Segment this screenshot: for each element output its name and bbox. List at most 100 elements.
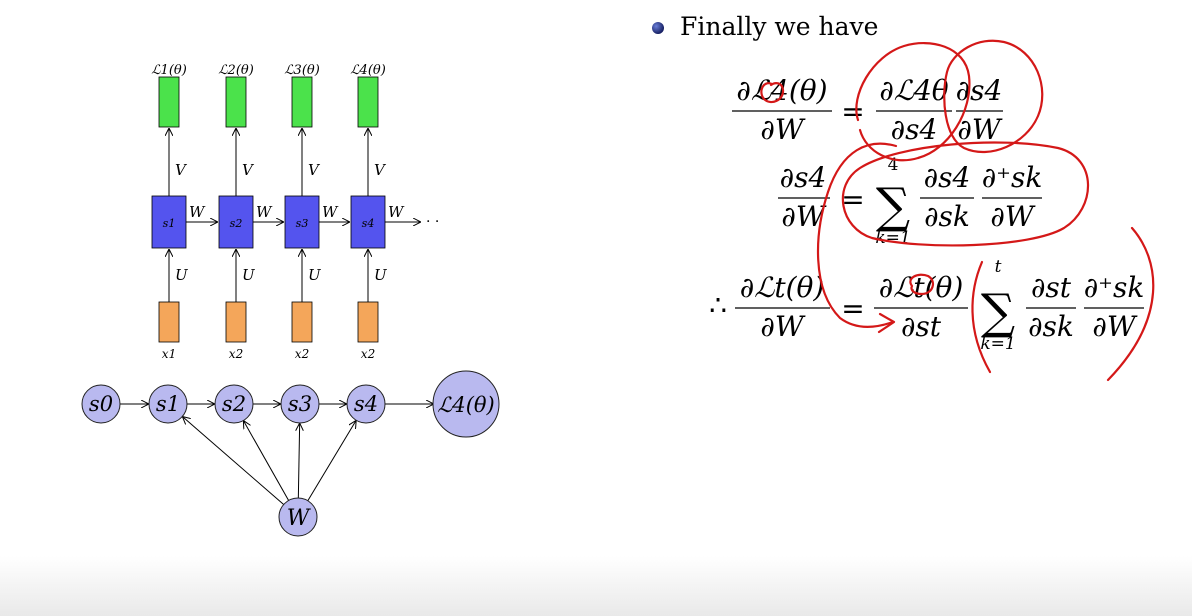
input-box-2 — [225, 301, 247, 343]
ink-curve-to-st — [816, 142, 898, 328]
eq3-factor2-numerator: ∂st — [1031, 271, 1072, 304]
recurrent-weight-label-3: W — [322, 203, 339, 221]
eq1-equals: = — [841, 95, 864, 128]
eq3-sum-sign: ∑ — [981, 284, 1015, 340]
eq2-factor2-numerator: ∂⁺sk — [982, 161, 1043, 194]
state-box-3 — [284, 195, 320, 249]
input-weight-label-3: U — [308, 266, 322, 284]
ink-circle-upper-right — [943, 39, 1044, 154]
eq2-factor2-denominator: ∂W — [990, 200, 1035, 233]
eq2-lhs-numerator: ∂s4 — [780, 161, 827, 194]
eq2-sum-upper: 4 — [888, 155, 899, 175]
output-weight-label-3: V — [308, 161, 321, 179]
equation-2: ∂s4 ∂W = 4 ∑ k=1 ∂s4 ∂sk ∂⁺sk ∂W — [778, 155, 1042, 248]
eq1-lhs-denominator: ∂W — [760, 113, 805, 146]
graph-node-label-s2: s2 — [222, 392, 246, 416]
eq2-factor1-numerator: ∂s4 — [924, 161, 971, 194]
dependency-graph: s0 s1 s2 s3 s4 ℒ4(θ) W — [81, 370, 500, 537]
eq3-sum-upper: t — [995, 257, 1002, 277]
graph-node-s1 — [148, 384, 188, 424]
input-box-1 — [158, 301, 180, 343]
eq3-factor1-numerator: ∂ℒt(θ) — [879, 271, 964, 304]
recurrent-weight-label-1: W — [189, 203, 206, 221]
ink-circle-upper-left — [855, 42, 971, 162]
eq2-sum-lower: k=1 — [875, 228, 910, 248]
loss-box-3 — [291, 76, 313, 128]
eq3-lhs-denominator: ∂W — [760, 310, 805, 343]
graph-node-s3 — [280, 384, 320, 424]
ink-circle-loss-t — [909, 273, 935, 296]
state-label-3: s3 — [296, 217, 309, 230]
graph-weight-node — [278, 497, 318, 537]
recurrent-weight-label-2: W — [256, 203, 273, 221]
graph-node-s4 — [346, 384, 386, 424]
eq2-factor1-denominator: ∂sk — [924, 200, 970, 233]
state-box-4 — [350, 195, 386, 249]
equation-3: ∴ ∂ℒt(θ) ∂W = ∂ℒt(θ) ∂st t ∑ k=1 ∂st ∂sk… — [709, 257, 1144, 354]
graph-weight-label: W — [287, 506, 312, 531]
eq3-sum-lower: k=1 — [980, 334, 1015, 354]
state-box-2 — [218, 195, 254, 249]
continuation-dots: · · — [426, 214, 439, 230]
loss-label-1: ℒ1(θ) — [151, 63, 187, 78]
eq3-factor3-numerator: ∂⁺sk — [1084, 271, 1145, 304]
graph-node-label-s3: s3 — [288, 392, 312, 416]
input-weight-label-1: U — [175, 266, 189, 284]
input-label-4: x2 — [361, 347, 375, 361]
eq3-factor2-denominator: ∂sk — [1028, 310, 1074, 343]
eq3-factor1-denominator: ∂st — [901, 310, 942, 343]
ink-circle-loss-subscript — [760, 82, 785, 104]
state-label-1: s1 — [163, 217, 176, 230]
loss-label-2: ℒ2(θ) — [218, 63, 254, 78]
ink-bracket-left — [971, 260, 992, 374]
input-weight-label-4: U — [374, 266, 388, 284]
loss-box-2 — [225, 76, 247, 128]
eq2-sum-sign: ∑ — [876, 178, 910, 234]
eq2-equals: = — [841, 183, 864, 216]
video-bottom-bar — [0, 556, 1192, 616]
weight-edge-3 — [298, 424, 299, 499]
weight-edge-1 — [183, 417, 284, 505]
eq1-factor2-denominator: ∂W — [957, 113, 1002, 146]
eq3-equals: = — [841, 292, 864, 325]
graph-loss-label: ℒ4(θ) — [437, 393, 495, 417]
ink-arrow-head — [877, 312, 896, 334]
loss-label-3: ℒ3(θ) — [284, 63, 320, 78]
input-box-3 — [291, 301, 313, 343]
eq3-factor3-denominator: ∂W — [1092, 310, 1137, 343]
eq1-factor2-numerator: ∂s4 — [956, 74, 1003, 107]
loss-box-1 — [158, 76, 180, 128]
handwritten-annotations — [760, 39, 1155, 382]
bullet-icon — [652, 22, 664, 34]
output-weight-label-1: V — [175, 161, 188, 179]
graph-node-label-s4: s4 — [354, 392, 378, 416]
graph-node-s2 — [214, 384, 254, 424]
graph-loss-node — [432, 370, 500, 438]
weight-edge-2 — [244, 421, 290, 501]
eq1-factor1-numerator: ∂ℒ4θ — [879, 74, 948, 107]
equation-1: ∂ℒ4(θ) ∂W = ∂ℒ4θ ∂s4 ∂s4 ∂W — [732, 74, 1003, 146]
eq3-therefore: ∴ — [709, 289, 727, 322]
ink-ellipse-summation — [841, 141, 1090, 247]
weight-edge-4 — [307, 421, 356, 501]
ink-bracket-right — [1106, 226, 1155, 382]
input-weight-label-2: U — [242, 266, 256, 284]
input-box-4 — [357, 301, 379, 343]
eq1-factor1-denominator: ∂s4 — [891, 113, 938, 146]
loss-label-4: ℒ4(θ) — [350, 63, 386, 78]
bullet-point: Finally we have — [652, 12, 878, 41]
loss-box-4 — [357, 76, 379, 128]
state-label-2: s2 — [230, 217, 243, 230]
graph-node-label-s1: s1 — [156, 392, 180, 416]
output-weight-label-4: V — [374, 161, 387, 179]
unrolled-rnn-diagram: ℒ1(θ) Vs1 Ux1 W ℒ2(θ) Vs2 Ux2 W ℒ3(θ) Vs3 Ux2 W ℒ4(θ… — [151, 63, 439, 361]
bullet-text: Finally we have — [680, 12, 878, 41]
input-label-2: x2 — [229, 347, 243, 361]
input-label-3: x2 — [295, 347, 309, 361]
graph-node-label-s0: s0 — [89, 392, 113, 416]
input-label-1: x1 — [162, 347, 176, 361]
output-weight-label-2: V — [242, 161, 255, 179]
state-label-4: s4 — [362, 217, 375, 230]
eq3-lhs-numerator: ∂ℒt(θ) — [740, 271, 825, 304]
